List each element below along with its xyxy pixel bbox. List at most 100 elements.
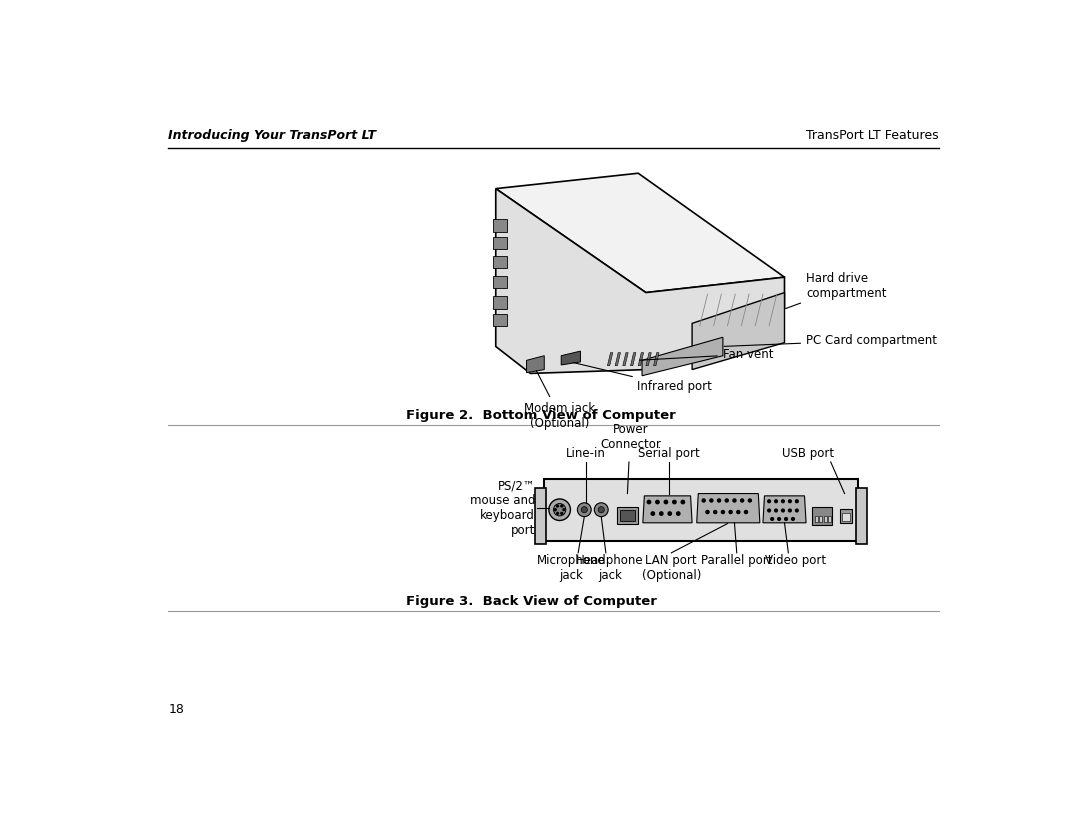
Bar [856, 488, 867, 544]
Bar [840, 509, 852, 523]
Circle shape [660, 512, 663, 515]
Circle shape [549, 499, 570, 520]
Polygon shape [494, 237, 508, 249]
Circle shape [561, 512, 563, 515]
Polygon shape [527, 356, 544, 373]
Circle shape [788, 500, 792, 503]
Circle shape [744, 510, 747, 514]
Text: Introducing Your TransPort LT: Introducing Your TransPort LT [168, 128, 377, 142]
Circle shape [729, 510, 732, 514]
Bar [824, 516, 827, 522]
Polygon shape [496, 173, 784, 293]
Polygon shape [607, 353, 612, 366]
Circle shape [782, 509, 784, 512]
Circle shape [782, 500, 784, 503]
Polygon shape [642, 337, 723, 376]
Circle shape [673, 500, 676, 504]
Circle shape [647, 500, 650, 504]
Text: Power
Connector: Power Connector [600, 423, 661, 451]
Circle shape [774, 509, 778, 512]
Circle shape [554, 509, 556, 510]
Polygon shape [494, 296, 508, 309]
Bar [828, 516, 832, 522]
Circle shape [598, 506, 605, 513]
Circle shape [706, 510, 710, 514]
Circle shape [563, 509, 565, 510]
Bar [544, 479, 858, 540]
Circle shape [737, 510, 740, 514]
Circle shape [710, 499, 713, 502]
Circle shape [676, 512, 680, 515]
Polygon shape [494, 276, 508, 288]
Text: PS/2™
mouse and
keyboard
port: PS/2™ mouse and keyboard port [470, 480, 535, 537]
Text: Fan vent: Fan vent [639, 348, 773, 360]
Bar [819, 516, 822, 522]
Circle shape [778, 518, 781, 520]
Circle shape [651, 512, 654, 515]
Circle shape [771, 518, 773, 520]
Polygon shape [762, 496, 806, 523]
Circle shape [785, 518, 787, 520]
Circle shape [714, 510, 717, 514]
Text: Figure 2.  Bottom View of Computer: Figure 2. Bottom View of Computer [406, 409, 675, 422]
Polygon shape [638, 353, 644, 366]
Circle shape [774, 500, 778, 503]
Polygon shape [646, 353, 651, 366]
Polygon shape [494, 219, 508, 232]
Text: LAN port
(Optional): LAN port (Optional) [642, 555, 701, 582]
Bar [620, 510, 635, 521]
Text: Line-in: Line-in [566, 447, 606, 460]
Text: Infrared port: Infrared port [573, 363, 712, 393]
Text: PC Card compartment: PC Card compartment [724, 334, 937, 347]
Circle shape [788, 509, 792, 512]
Circle shape [768, 500, 770, 503]
Circle shape [792, 518, 795, 520]
Bar [814, 516, 818, 522]
Circle shape [748, 499, 752, 502]
Text: Headphone
jack: Headphone jack [576, 555, 644, 582]
Polygon shape [494, 314, 508, 326]
Text: TransPort LT Features: TransPort LT Features [806, 128, 939, 142]
Circle shape [725, 499, 728, 502]
Circle shape [741, 499, 744, 502]
Text: Serial port: Serial port [638, 447, 700, 460]
Circle shape [702, 499, 705, 502]
Circle shape [578, 503, 591, 516]
Text: Microphone
jack: Microphone jack [537, 555, 606, 582]
Circle shape [556, 512, 558, 515]
Bar [842, 513, 850, 520]
Circle shape [669, 512, 672, 515]
Polygon shape [494, 255, 508, 268]
Polygon shape [623, 353, 629, 366]
Text: 18: 18 [168, 703, 185, 716]
Polygon shape [692, 293, 784, 369]
Circle shape [554, 504, 566, 516]
Circle shape [796, 500, 798, 503]
Circle shape [556, 505, 558, 507]
Circle shape [656, 500, 659, 504]
Circle shape [721, 510, 725, 514]
Text: USB port: USB port [782, 447, 834, 460]
Bar [617, 506, 638, 524]
Circle shape [796, 509, 798, 512]
Circle shape [581, 506, 588, 513]
Circle shape [681, 500, 685, 504]
Polygon shape [643, 496, 692, 523]
Bar [535, 488, 545, 544]
Polygon shape [496, 188, 784, 374]
Polygon shape [697, 494, 760, 523]
Text: Hard drive
compartment: Hard drive compartment [785, 273, 887, 309]
Polygon shape [631, 353, 636, 366]
Polygon shape [616, 353, 621, 366]
Text: Video port: Video port [766, 555, 826, 567]
Polygon shape [562, 351, 580, 365]
Bar [812, 506, 833, 525]
Circle shape [561, 505, 563, 507]
Text: Parallel port: Parallel port [701, 555, 772, 567]
Text: Modem jack
(Optional): Modem jack (Optional) [524, 370, 595, 430]
Circle shape [664, 500, 667, 504]
Polygon shape [653, 353, 659, 366]
Text: Figure 3.  Back View of Computer: Figure 3. Back View of Computer [406, 595, 657, 608]
Circle shape [717, 499, 720, 502]
Circle shape [768, 509, 770, 512]
